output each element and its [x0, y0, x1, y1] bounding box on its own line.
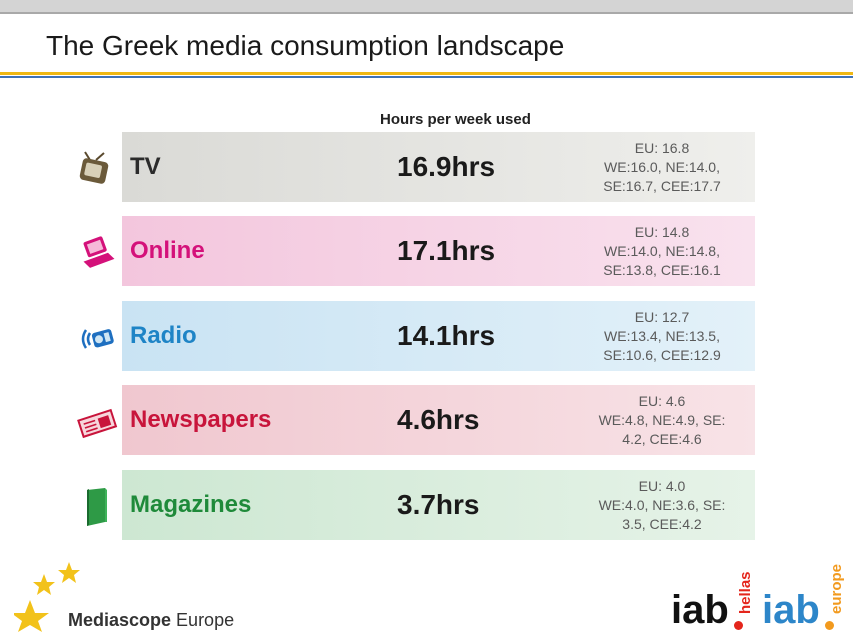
media-label: Radio [130, 322, 197, 349]
stat-line: 3.5, CEE:4.2 [622, 516, 702, 532]
stat-line: WE:4.0, NE:3.6, SE: [598, 497, 726, 513]
hours-value: 17.1hrs [397, 235, 496, 266]
stat-line: WE:16.0, NE:14.0, [604, 159, 720, 175]
row-background [122, 301, 755, 371]
media-row-tv: TV 16.9hrs EU: 16.8 WE:16.0, NE:14.0, SE… [122, 132, 755, 202]
media-row-newspapers: Newspapers 4.6hrs EU: 4.6 WE:4.8, NE:4.9… [122, 385, 755, 455]
stat-line: WE:4.8, NE:4.9, SE: [598, 412, 726, 428]
newspaper-icon [77, 408, 118, 439]
top-window-bar-edge [0, 12, 853, 14]
stat-line: WE:14.0, NE:14.8, [604, 243, 720, 259]
regional-stats: EU: 12.7 WE:13.4, NE:13.5, SE:10.6, CEE:… [572, 308, 752, 365]
stat-line: SE:10.6, CEE:12.9 [603, 347, 721, 363]
media-row-online: Online 17.1hrs EU: 14.8 WE:14.0, NE:14.8… [122, 216, 755, 286]
stat-line: EU: 16.8 [634, 140, 690, 156]
media-label: Magazines [130, 491, 252, 518]
magazine-icon [87, 488, 107, 526]
laptop-icon [83, 236, 115, 268]
regional-stats: EU: 14.8 WE:14.0, NE:14.8, SE:13.8, CEE:… [572, 223, 752, 280]
stat-line: EU: 4.0 [638, 478, 686, 494]
media-row-magazines: Magazines 3.7hrs EU: 4.0 WE:4.0, NE:3.6,… [122, 470, 755, 540]
page-title: The Greek media consumption landscape [46, 30, 565, 61]
media-label: Newspapers [130, 406, 272, 433]
hours-value: 4.6hrs [397, 404, 480, 435]
stat-line: EU: 14.8 [634, 224, 690, 240]
media-label: Online [130, 237, 205, 264]
media-label: TV [130, 153, 161, 180]
tv-icon [79, 151, 109, 184]
iab-hellas-sub: hellas [737, 571, 754, 614]
row-background [122, 385, 755, 455]
brand-bold: Mediascope [68, 610, 172, 630]
regional-stats: EU: 4.6 WE:4.8, NE:4.9, SE: 4.2, CEE:4.6 [572, 392, 752, 449]
top-window-bar [0, 0, 853, 12]
brand-rest: Europe [171, 610, 235, 630]
stat-line: 4.2, CEE:4.6 [622, 431, 702, 447]
hours-value: 14.1hrs [397, 320, 496, 351]
stat-line: WE:13.4, NE:13.5, [604, 328, 720, 344]
row-background [122, 132, 755, 202]
stat-line: EU: 12.7 [634, 309, 690, 325]
title-rule-gold [0, 72, 853, 75]
radio-icon [81, 329, 114, 349]
iab-hellas-dot [734, 621, 743, 630]
iab-europe-logo: iab [762, 588, 820, 632]
media-row-radio: Radio 14.1hrs EU: 12.7 WE:13.4, NE:13.5,… [122, 301, 755, 371]
hours-value: 16.9hrs [397, 151, 496, 182]
regional-stats: EU: 16.8 WE:16.0, NE:14.0, SE:16.7, CEE:… [572, 139, 752, 196]
mediascope-stars-logo [14, 562, 80, 632]
stat-line: SE:16.7, CEE:17.7 [603, 178, 721, 194]
row-background [122, 470, 755, 540]
hours-value: 3.7hrs [397, 489, 480, 520]
regional-stats: EU: 4.0 WE:4.0, NE:3.6, SE: 3.5, CEE:4.2 [572, 477, 752, 534]
iab-europe-dot [825, 621, 834, 630]
iab-europe-sub: europe [828, 563, 845, 614]
iab-hellas-logo: iab [671, 588, 729, 632]
stat-line: SE:13.8, CEE:16.1 [603, 262, 721, 278]
stat-line: EU: 4.6 [638, 393, 686, 409]
title-rule-blue [0, 76, 853, 78]
mediascope-logo-text: Mediascope Europe [68, 610, 234, 631]
column-header: Hours per week used [380, 111, 531, 128]
row-background [122, 216, 755, 286]
